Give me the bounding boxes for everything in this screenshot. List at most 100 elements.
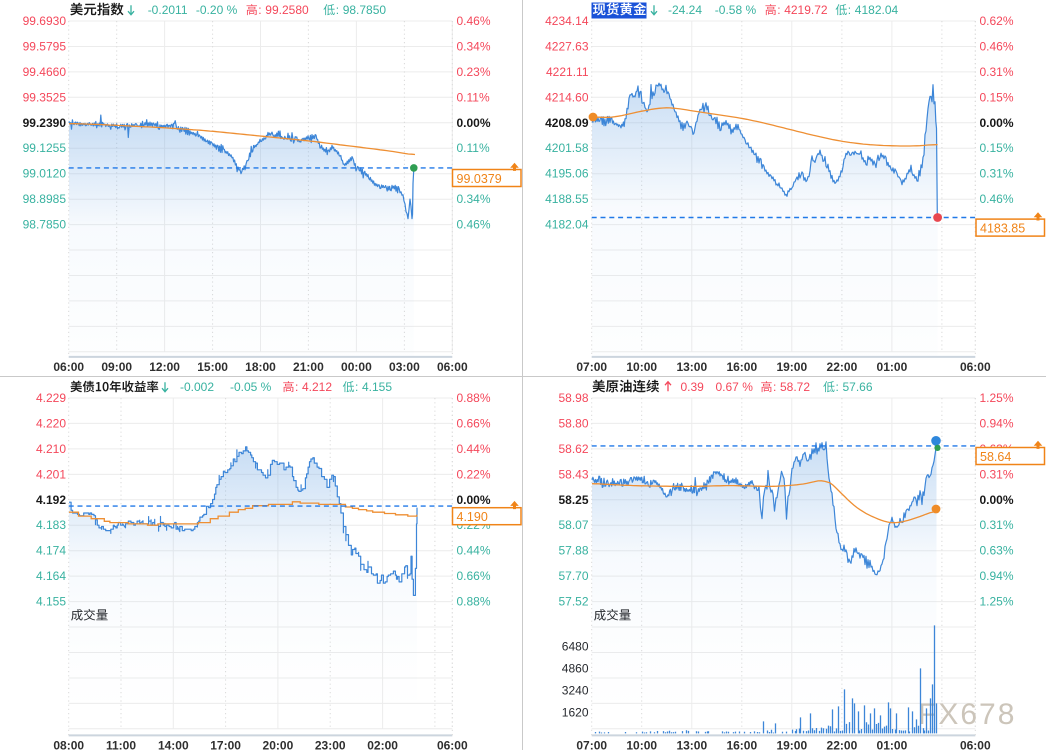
svg-text:0.46%: 0.46%	[980, 40, 1014, 54]
svg-text:4.192: 4.192	[36, 493, 66, 507]
svg-text:4.190: 4.190	[457, 510, 488, 524]
svg-text:00:00: 00:00	[341, 360, 372, 374]
svg-text:-0.58 %: -0.58 %	[715, 3, 757, 17]
svg-text:22:00: 22:00	[827, 739, 858, 750]
svg-text:-0.05 %: -0.05 %	[230, 380, 272, 394]
svg-text:0.94%: 0.94%	[980, 416, 1014, 430]
svg-text:22:00: 22:00	[827, 360, 858, 374]
svg-text:0.34%: 0.34%	[457, 40, 491, 54]
svg-text:4.201: 4.201	[36, 467, 66, 481]
svg-text:4.164: 4.164	[36, 569, 66, 583]
svg-text:1620: 1620	[562, 705, 589, 719]
svg-text:-24.24: -24.24	[668, 3, 702, 17]
svg-text:4227.63: 4227.63	[545, 40, 589, 54]
svg-text::: :	[336, 3, 339, 17]
svg-text:10:00: 10:00	[626, 739, 657, 750]
svg-text:58.72: 58.72	[780, 380, 810, 394]
svg-text:99.5795: 99.5795	[23, 40, 67, 54]
svg-text:99.0120: 99.0120	[23, 167, 67, 181]
svg-text:0.44%: 0.44%	[457, 544, 491, 558]
svg-text::: :	[773, 380, 776, 394]
svg-text:0.11%: 0.11%	[457, 90, 490, 104]
svg-text:4208.09: 4208.09	[545, 116, 589, 130]
svg-text:4.229: 4.229	[36, 391, 66, 405]
svg-text:98.8985: 98.8985	[23, 192, 67, 206]
svg-text:06:00: 06:00	[960, 360, 991, 374]
svg-text:07:00: 07:00	[576, 360, 607, 374]
svg-text:99.4660: 99.4660	[23, 65, 67, 79]
svg-text:21:00: 21:00	[293, 360, 324, 374]
svg-text:99.3525: 99.3525	[23, 90, 67, 104]
svg-text::: :	[295, 380, 298, 394]
svg-text:0.00%: 0.00%	[457, 116, 491, 130]
svg-text:23:00: 23:00	[315, 739, 346, 750]
svg-text:15:00: 15:00	[197, 360, 228, 374]
svg-text:98.7850: 98.7850	[23, 218, 67, 232]
svg-text:58.62: 58.62	[558, 442, 588, 456]
svg-text:57.88: 57.88	[558, 544, 588, 558]
svg-text:13:00: 13:00	[676, 360, 707, 374]
svg-text:09:00: 09:00	[101, 360, 132, 374]
svg-text:0.31%: 0.31%	[980, 467, 1014, 481]
svg-text:06:00: 06:00	[437, 360, 468, 374]
svg-text:16:00: 16:00	[726, 360, 757, 374]
svg-text:16:00: 16:00	[726, 739, 757, 750]
svg-text:58.98: 58.98	[558, 391, 588, 405]
svg-text:17:00: 17:00	[210, 739, 241, 750]
svg-text:0.66%: 0.66%	[457, 569, 491, 583]
svg-text:1.25%: 1.25%	[980, 391, 1014, 405]
svg-text:4.210: 4.210	[36, 442, 66, 456]
svg-text:12:00: 12:00	[149, 360, 180, 374]
svg-text:4.155: 4.155	[36, 595, 66, 609]
svg-text::: :	[848, 3, 851, 17]
svg-text:58.07: 58.07	[558, 518, 588, 532]
svg-text:03:00: 03:00	[389, 360, 420, 374]
svg-text:0.00%: 0.00%	[980, 116, 1014, 130]
svg-text:1.25%: 1.25%	[980, 595, 1014, 609]
svg-text:4201.58: 4201.58	[545, 141, 589, 155]
svg-text:11:00: 11:00	[106, 739, 136, 750]
svg-text:0.39: 0.39	[681, 380, 705, 394]
svg-text:0.22%: 0.22%	[457, 467, 491, 481]
svg-text:01:00: 01:00	[877, 360, 908, 374]
svg-text:4860: 4860	[562, 661, 589, 675]
svg-text:19:00: 19:00	[776, 360, 807, 374]
svg-text:06:00: 06:00	[437, 739, 468, 750]
svg-text:20:00: 20:00	[263, 739, 294, 750]
svg-text:06:00: 06:00	[53, 360, 84, 374]
svg-text::: :	[355, 380, 358, 394]
svg-text:01:00: 01:00	[877, 739, 908, 750]
svg-text:0.46%: 0.46%	[980, 192, 1014, 206]
svg-text:10:00: 10:00	[626, 360, 657, 374]
svg-text:0.63%: 0.63%	[980, 544, 1014, 558]
svg-text:0.88%: 0.88%	[457, 391, 491, 405]
svg-text:0.46%: 0.46%	[457, 14, 491, 28]
svg-text::: :	[777, 3, 780, 17]
svg-text:08:00: 08:00	[53, 739, 84, 750]
svg-text:0.67 %: 0.67 %	[716, 380, 754, 394]
svg-text:14:00: 14:00	[158, 739, 189, 750]
svg-text:57.70: 57.70	[558, 569, 588, 583]
svg-text:19:00: 19:00	[776, 739, 807, 750]
svg-text:0.44%: 0.44%	[457, 442, 491, 456]
svg-text:99.0379: 99.0379	[457, 172, 502, 186]
svg-text:4182.04: 4182.04	[855, 3, 899, 17]
svg-text:-0.20 %: -0.20 %	[196, 3, 238, 17]
svg-text:4234.14: 4234.14	[545, 14, 589, 28]
svg-text:58.64: 58.64	[980, 450, 1011, 464]
svg-text:4221.11: 4221.11	[546, 65, 589, 79]
svg-text:0.31%: 0.31%	[980, 65, 1014, 79]
svg-text::: :	[258, 3, 261, 17]
svg-text:0.94%: 0.94%	[980, 569, 1014, 583]
svg-text:-0.002: -0.002	[180, 380, 214, 394]
svg-text:02:00: 02:00	[367, 739, 398, 750]
svg-text:13:00: 13:00	[676, 739, 707, 750]
svg-text:98.7850: 98.7850	[343, 3, 387, 17]
svg-text:3240: 3240	[562, 683, 589, 697]
svg-text:99.1255: 99.1255	[23, 141, 67, 155]
svg-text:0.15%: 0.15%	[980, 90, 1014, 104]
svg-text:0.46%: 0.46%	[457, 218, 491, 232]
svg-text:4.212: 4.212	[302, 380, 332, 394]
svg-text:4.220: 4.220	[36, 416, 66, 430]
svg-text:57.66: 57.66	[843, 380, 873, 394]
